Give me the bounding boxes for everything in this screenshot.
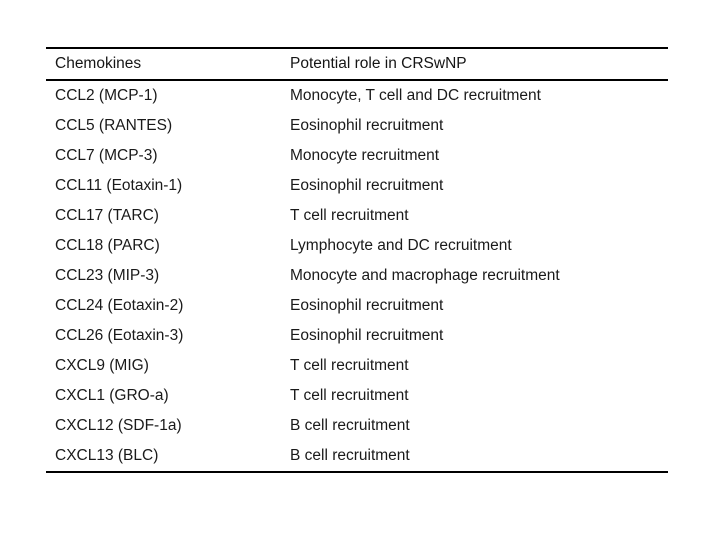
chemokine-cell: CCL17 (TARC) — [55, 207, 159, 224]
chemokine-cell: CCL5 (RANTES) — [55, 117, 173, 134]
role-cell: B cell recruitment — [290, 417, 410, 434]
table-row: CCL11 (Eotaxin-1) Eosinophil recruitment — [46, 171, 668, 201]
chemokine-cell: CXCL13 (BLC) — [55, 447, 159, 464]
chemokine-cell: CCL26 (Eotaxin-3) — [55, 327, 184, 344]
table-row: CXCL1 (GRO-a) T cell recruitment — [46, 381, 668, 411]
chemokine-cell: CCL2 (MCP-1) — [55, 87, 158, 104]
chemokine-cell: CXCL1 (GRO-a) — [55, 387, 169, 404]
role-cell: T cell recruitment — [290, 207, 409, 224]
chemokine-cell: CCL23 (MIP-3) — [55, 267, 160, 284]
role-cell: Monocyte and macrophage recruitment — [290, 267, 560, 284]
column-header-chemokines: Chemokines — [55, 55, 142, 72]
chemokine-cell: CXCL9 (MIG) — [55, 357, 149, 374]
role-cell: Eosinophil recruitment — [290, 177, 444, 194]
chemokine-cell: CCL24 (Eotaxin-2) — [55, 297, 184, 314]
role-cell: Lymphocyte and DC recruitment — [290, 237, 512, 254]
table-row: CXCL9 (MIG) T cell recruitment — [46, 351, 668, 381]
table-row: CCL7 (MCP-3) Monocyte recruitment — [46, 141, 668, 171]
role-cell: Eosinophil recruitment — [290, 297, 444, 314]
table-row: CCL23 (MIP-3) Monocyte and macrophage re… — [46, 261, 668, 291]
table-row: CCL24 (Eotaxin-2) Eosinophil recruitment — [46, 291, 668, 321]
table-row: CXCL12 (SDF-1a) B cell recruitment — [46, 411, 668, 441]
chemokine-cell: CXCL12 (SDF-1a) — [55, 417, 182, 434]
role-cell: T cell recruitment — [290, 357, 409, 374]
chemokine-cell: CCL11 (Eotaxin-1) — [55, 177, 183, 194]
table-row: CXCL13 (BLC) B cell recruitment — [46, 441, 668, 471]
column-header-potential-role: Potential role in CRSwNP — [290, 55, 467, 72]
table-row: CCL26 (Eotaxin-3) Eosinophil recruitment — [46, 321, 668, 351]
table-header-row: Chemokines Potential role in CRSwNP — [46, 47, 668, 81]
role-cell: B cell recruitment — [290, 447, 410, 464]
table-row: CCL18 (PARC) Lymphocyte and DC recruitme… — [46, 231, 668, 261]
table-row: CCL2 (MCP-1) Monocyte, T cell and DC rec… — [46, 81, 668, 111]
table-row: CCL17 (TARC) T cell recruitment — [46, 201, 668, 231]
role-cell: T cell recruitment — [290, 387, 409, 404]
chemokine-cell: CCL18 (PARC) — [55, 237, 160, 254]
chemokines-table: Chemokines Potential role in CRSwNP CCL2… — [46, 47, 668, 473]
role-cell: Eosinophil recruitment — [290, 117, 444, 134]
role-cell: Monocyte, T cell and DC recruitment — [290, 87, 541, 104]
chemokine-cell: CCL7 (MCP-3) — [55, 147, 158, 164]
table-row: CCL5 (RANTES) Eosinophil recruitment — [46, 111, 668, 141]
role-cell: Monocyte recruitment — [290, 147, 440, 164]
role-cell: Eosinophil recruitment — [290, 327, 444, 344]
